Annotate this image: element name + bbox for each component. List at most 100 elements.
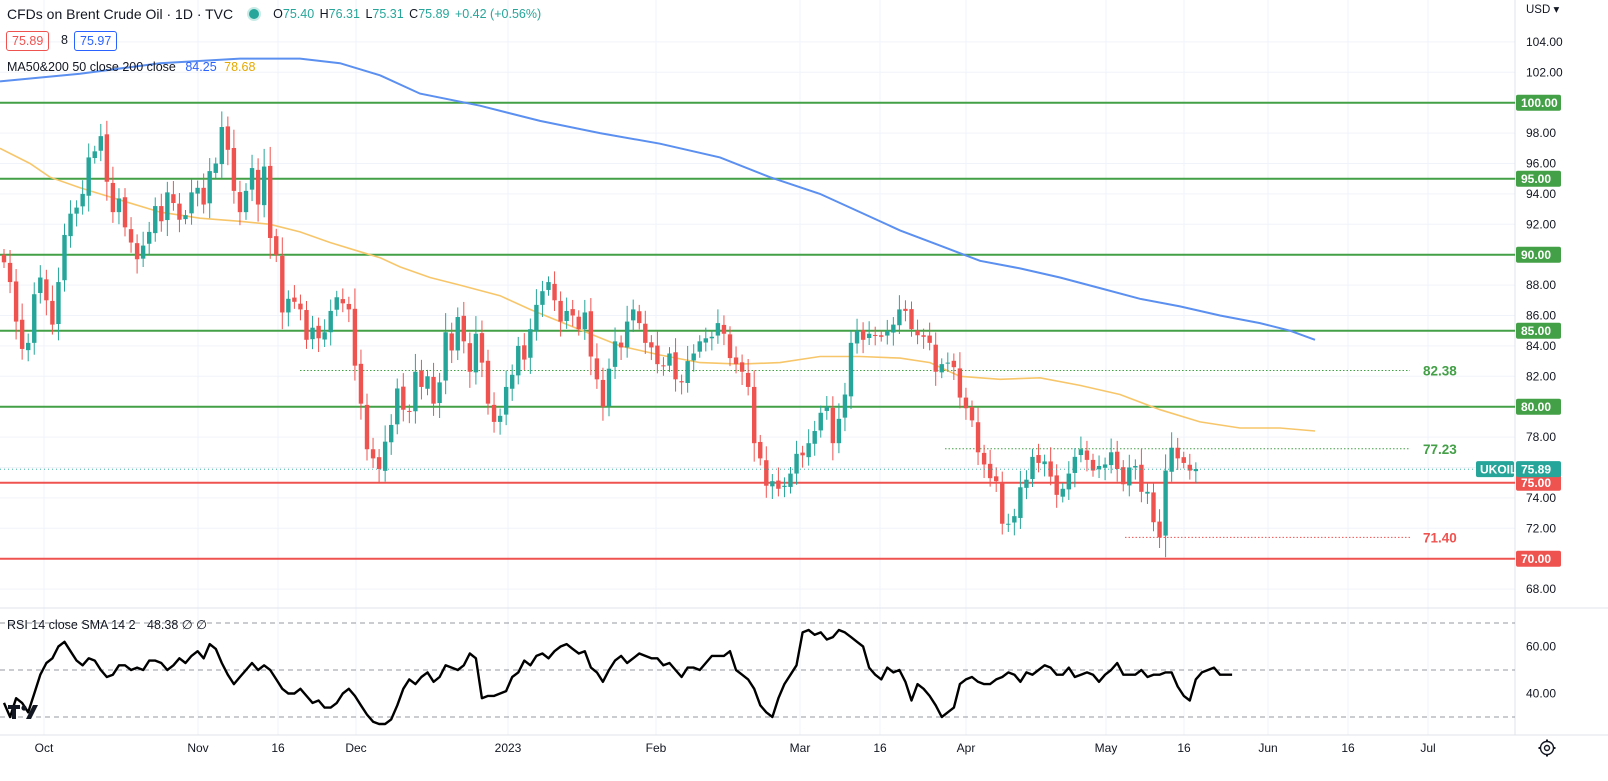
candle-body [733,357,739,365]
candle-body [1115,451,1120,470]
time-tick-label: Apr [957,741,976,755]
candle-body [322,332,327,340]
candle-body [207,171,212,204]
candle-body [842,394,848,418]
candle-body [643,323,648,343]
candle-body [981,452,987,465]
candle-body [1060,488,1065,497]
candle-body [588,311,594,357]
candle-body [649,342,654,348]
time-axis[interactable]: Oct Nov 16 Dec 2023 Feb Mar 16 Apr May 16 Jun 16 Jul [35,741,1436,755]
price-axis[interactable]: 68.00 72.00 74.00 78.00 82.00 84.00 86.00 88.00… [1526,35,1563,701]
open-value: 75.40 [282,7,315,21]
level-tag-label: 75.00 [1521,476,1551,490]
candle-body [546,282,551,290]
candle-body [1090,459,1096,471]
candle-body [1078,449,1084,456]
candle-body [570,309,575,316]
candle-body [231,147,237,191]
candle-body [534,304,539,331]
candle-body [62,234,67,281]
candle-body [915,330,920,336]
candle-body [7,262,13,283]
candle-body [316,325,321,339]
sell-price-button[interactable]: 75.89 [6,31,50,51]
candle-body [497,415,503,422]
price-tick-label: 72.00 [1526,521,1556,535]
buy-price-button[interactable]: 75.97 [74,31,118,51]
candle-body [449,333,454,351]
currency-selector[interactable]: USD ▾ [1526,2,1559,16]
price-tick-label: 68.00 [1526,582,1556,596]
price-tick-label: 86.00 [1526,309,1556,323]
candle-body [637,311,642,324]
level-tag-label: 100.00 [1521,96,1558,110]
moving-averages [0,57,1316,432]
ma-legend[interactable]: MA50&200 50 close 200 close 84.25 78.68 [7,60,255,74]
candle-body [110,182,116,213]
candle-body [183,215,188,220]
candle-body [969,407,975,421]
candle-body [219,127,224,165]
candle-body [691,353,696,361]
candle-body [153,206,158,234]
candle-body [631,309,636,321]
candle-body [624,321,630,348]
candle-body [957,368,963,398]
grid [0,0,1608,736]
candle-body [358,363,364,404]
candle-body [606,368,612,407]
candle-body [1084,450,1090,460]
candle-body [249,168,255,190]
candle-body [618,342,624,348]
candle-body [552,283,557,301]
candle-body [897,309,902,326]
candle-body [370,449,376,459]
candle-body [74,207,79,214]
candle-body [304,310,309,340]
low-value: 75.31 [372,7,404,21]
candle-body [576,316,581,330]
candle-body [866,333,872,338]
time-tick-label: 16 [1177,741,1191,755]
candle-body [679,381,684,383]
candle-body [655,345,660,365]
candle-body [830,407,836,444]
candle-body [800,452,805,456]
candle-body [752,386,757,444]
settings-gear-icon[interactable] [1537,738,1557,758]
dotted-level-label: 71.40 [1423,530,1457,545]
symbol-title[interactable]: CFDs on Brent Crude Oil · 1D · TVC [7,6,234,22]
price-tick-label: 94.00 [1526,187,1556,201]
candle-body [540,291,545,305]
close-value: 75.89 [418,7,450,21]
candle-body [703,338,708,343]
level-tag [1516,322,1561,339]
candle-body [473,333,479,373]
candle-body [13,281,19,322]
status-dot-icon [249,9,260,19]
candle-body [503,386,509,415]
candle-body [261,166,267,206]
candle-body [159,206,164,222]
candle-body [1193,469,1199,472]
candle-body [1012,516,1017,523]
candle-body [165,192,170,221]
candle-body [782,485,787,487]
candle-body [389,424,394,443]
candle-body [425,376,430,389]
candle-body [806,443,811,458]
rsi-tick-label: 60.00 [1526,640,1556,654]
candle-body [788,473,793,487]
candle-body [939,364,944,373]
level-tag-label: 85.00 [1521,324,1551,338]
candle-body [685,361,690,383]
price-tick-label: 74.00 [1526,491,1556,505]
rsi-legend[interactable]: RSI 14 close SMA 14 2 48.38 ∅ ∅ [7,617,207,632]
candle-body [824,406,829,411]
open-key: O [273,7,283,21]
candle-body [177,203,182,220]
candle-body [1042,461,1047,465]
symbol-tag-label: UKOIL [1480,463,1517,477]
